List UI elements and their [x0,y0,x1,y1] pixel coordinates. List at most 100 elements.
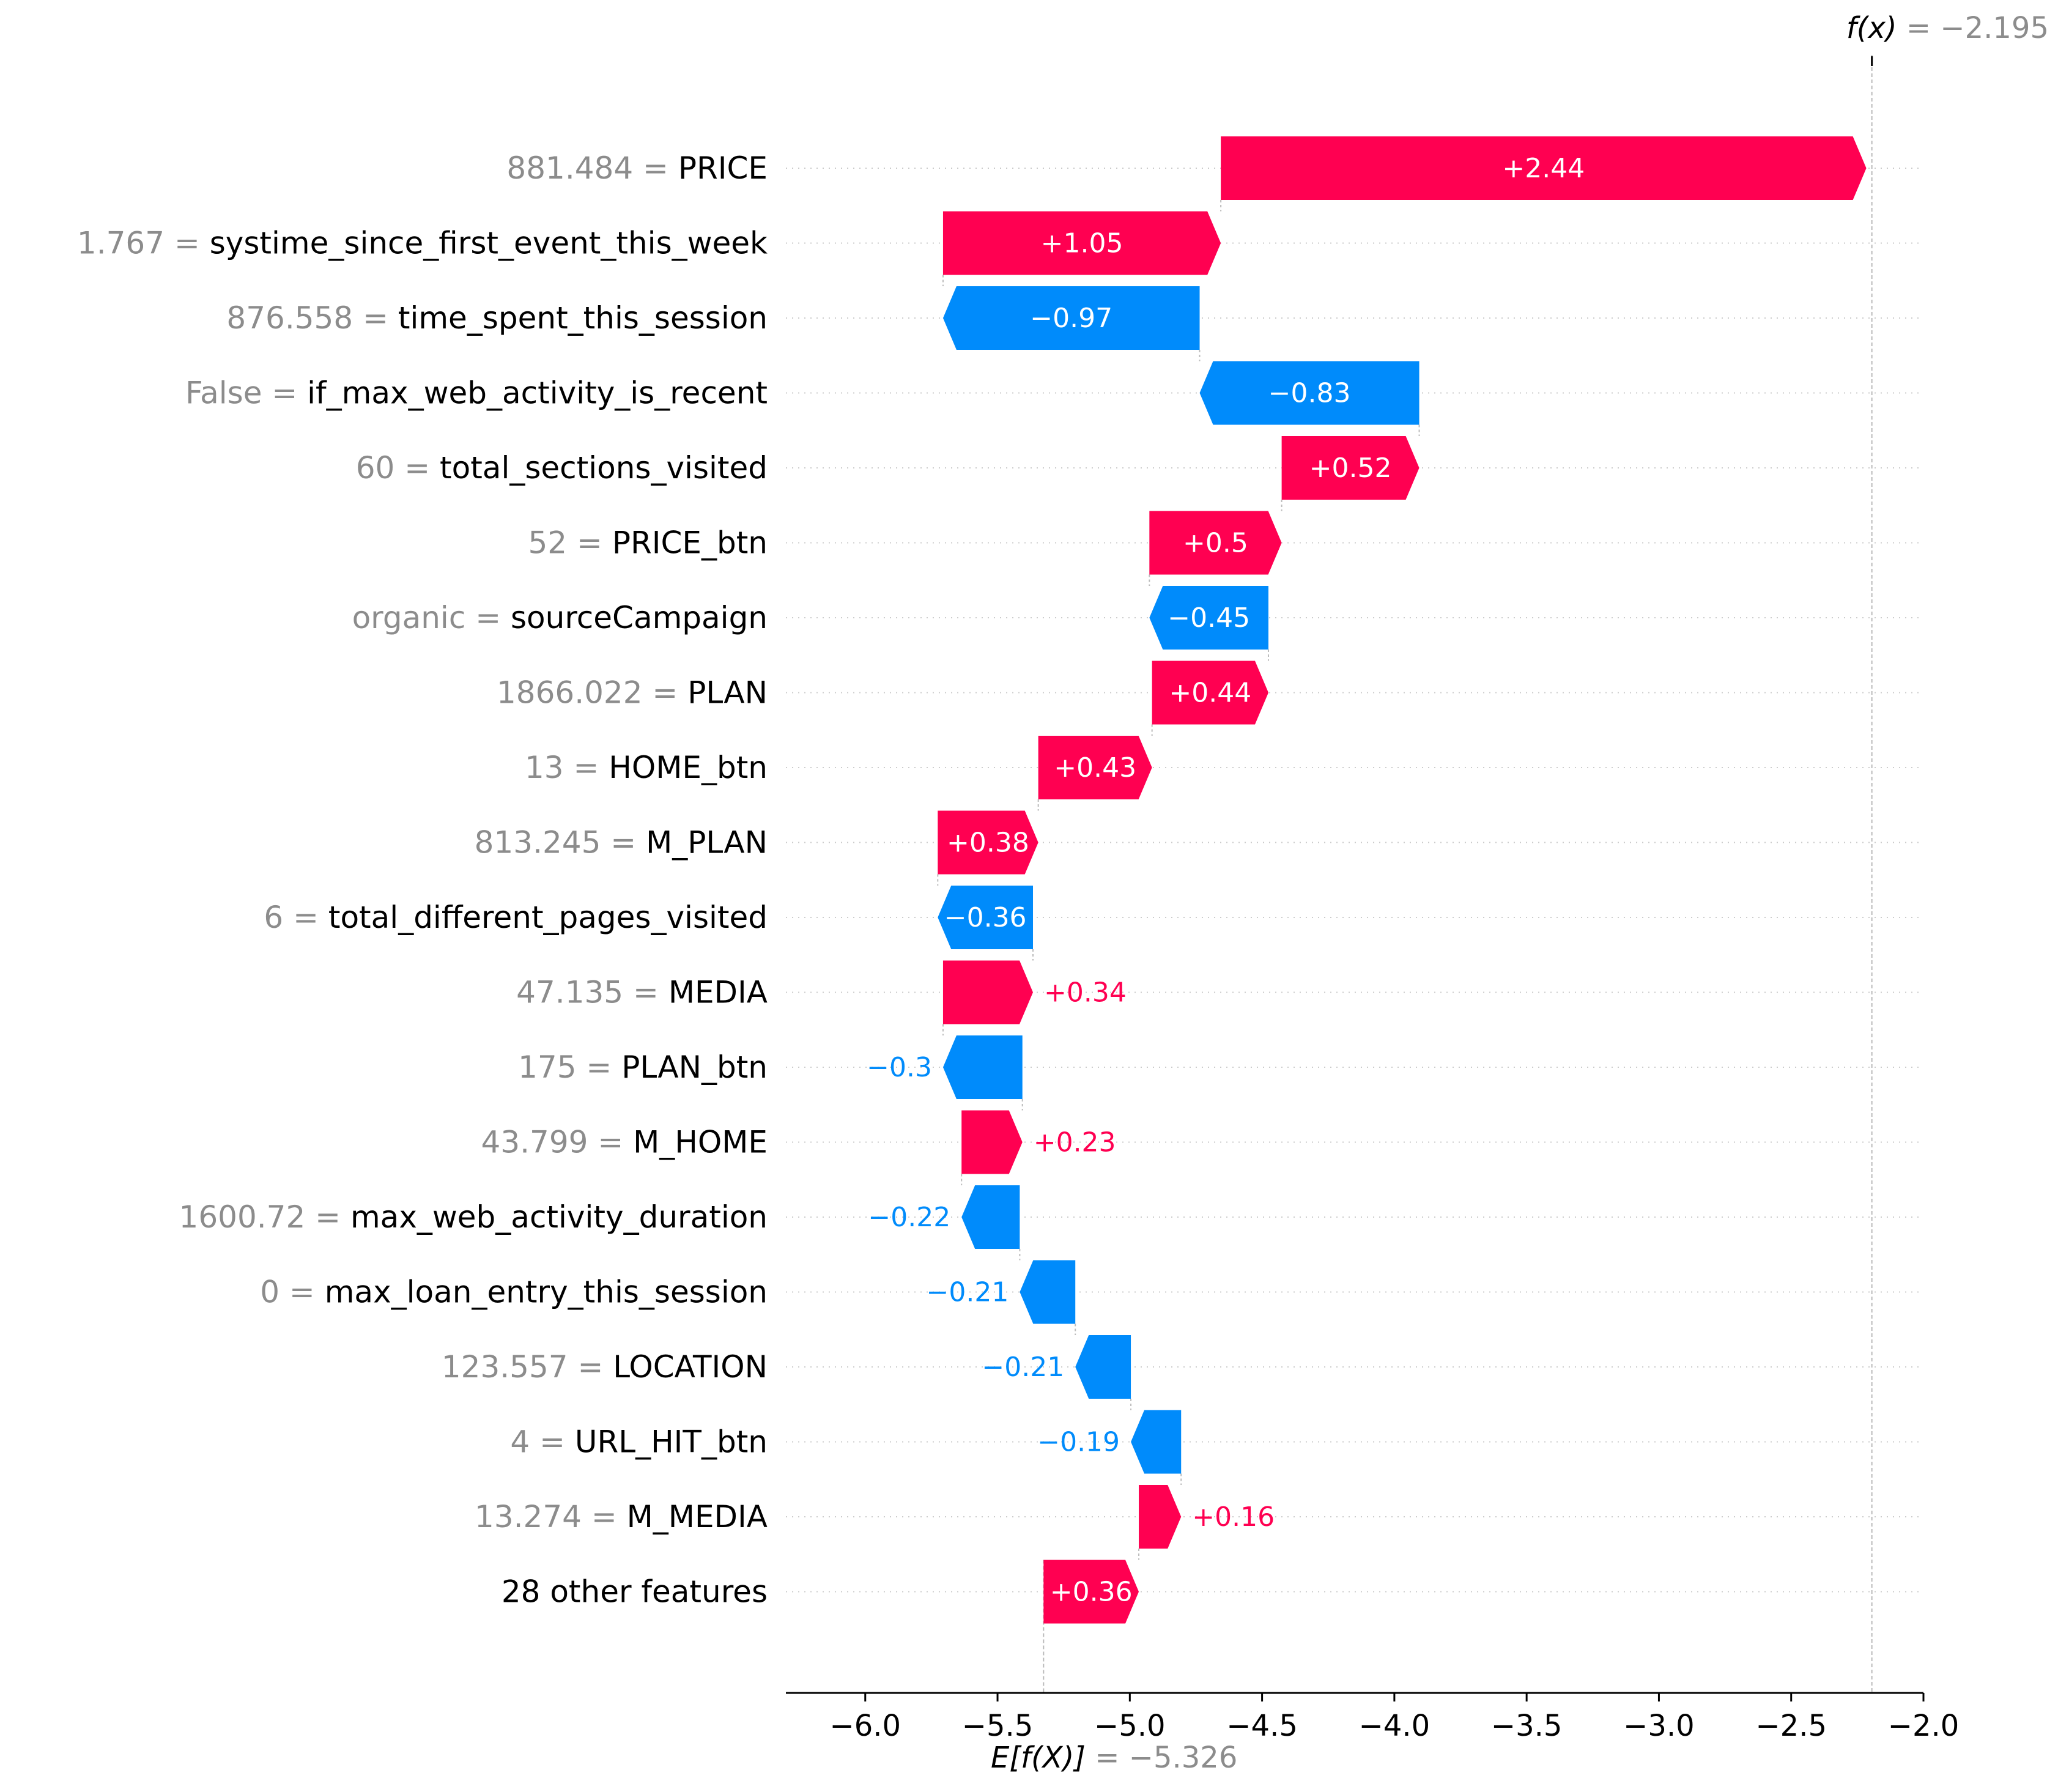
x-tick-label: −2.0 [1888,1709,1960,1743]
feature-label: 60 = total_sections_visited [356,450,768,486]
feature-value: 881.484 = [506,150,678,186]
feature-name: M_PLAN [646,825,768,861]
feature-label: 47.135 = MEDIA [516,975,768,1010]
bar-value-label: −0.97 [1030,303,1112,334]
feature-name: MEDIA [668,975,768,1010]
fx-value: −2.195 [1940,11,2049,45]
feature-label: 0 = max_loan_entry_this_session [260,1275,768,1310]
feature-name: M_MEDIA [627,1499,768,1535]
feature-name: max_web_activity_duration [350,1199,768,1235]
feature-value: 52 = [528,525,612,561]
bar-value-label: +0.43 [1054,752,1136,783]
feature-name: PLAN [687,675,768,711]
positive-bar [1139,1485,1182,1549]
bar-value-label: +0.23 [1034,1127,1116,1158]
negative-bar [1131,1410,1182,1474]
feature-label: 28 other features [502,1574,768,1610]
feature-label: 123.557 = LOCATION [442,1349,768,1385]
feature-name: PRICE [678,150,768,186]
positive-bar [1038,736,1152,799]
base-value-annotation: E[f(X)] = −5.326 [991,1741,1237,1775]
feature-label: 1866.022 = PLAN [497,675,768,711]
fx-annotation: f(x) = −2.195 [1846,11,2049,45]
bar-value-label: −0.21 [927,1277,1009,1308]
positive-bar [1221,136,1867,200]
feature-value: 47.135 = [516,975,668,1010]
guide-lines [937,55,1873,1693]
x-tick-label: −6.0 [829,1709,901,1743]
base-label: E[f(X)] [991,1741,1086,1775]
feature-labels: +2.44 881.484 = PRICE +1.05 1.767 = systime… [77,150,1585,1610]
positive-bar [1043,1560,1139,1624]
feature-name: M_HOME [633,1125,768,1160]
bar-value-label: +1.05 [1041,228,1123,259]
positive-bar [961,1110,1023,1174]
positive-bar [1152,661,1268,725]
feature-value: 175 = [518,1050,621,1085]
feature-label: 881.484 = PRICE [506,150,768,186]
positive-bar [942,960,1034,1024]
negative-bar [1199,361,1420,425]
bar-value-label: −0.83 [1268,378,1351,409]
feature-label: 4 = URL_HIT_btn [510,1424,768,1460]
feature-value: 1.767 = [77,226,210,261]
feature-name: total_sections_visited [440,450,768,486]
x-axis: −6.0 −5.5 −5.0 −4.5 −4.0 −3.5 −3.0 −2.5 −2.0 [786,1692,1960,1743]
bar-value-label: −0.21 [982,1352,1064,1383]
feature-label: 13 = HOME_btn [525,750,768,785]
base-value: −5.326 [1129,1741,1238,1775]
x-tick-label: −3.5 [1491,1709,1563,1743]
feature-name: total_different_pages_visited [328,900,768,935]
x-tick-label: −4.0 [1359,1709,1431,1743]
positive-bar [942,211,1221,275]
feature-name: sourceCampaign [511,600,768,635]
feature-label: 1600.72 = max_web_activity_duration [179,1199,768,1235]
feature-name: 28 other features [502,1574,768,1610]
feature-value: 13.274 = [475,1499,627,1535]
x-tick-label: −4.5 [1226,1709,1298,1743]
feature-value: 876.558 = [226,300,398,336]
feature-name: PLAN_btn [621,1050,768,1085]
feature-value: 43.799 = [481,1125,634,1160]
feature-value: organic = [352,600,511,635]
bar-value-label: +0.16 [1192,1501,1275,1533]
feature-value: 13 = [525,750,609,785]
bar-value-label: +0.34 [1044,977,1127,1009]
x-tick-label: −2.5 [1755,1709,1827,1743]
feature-label: 876.558 = time_spent_this_session [226,300,768,336]
feature-label: False = if_max_web_activity_is_recent [185,376,768,411]
negative-bar [961,1185,1020,1249]
negative-bar [1020,1260,1076,1324]
feature-value: 4 = [510,1424,575,1460]
feature-name: PRICE_btn [612,525,768,561]
x-tick-label: −5.5 [962,1709,1034,1743]
bars [938,136,1867,1624]
feature-label: 43.799 = M_HOME [481,1125,768,1160]
bar-value-label: +0.36 [1050,1577,1133,1608]
feature-label: 13.274 = M_MEDIA [475,1499,768,1535]
feature-name: max_loan_entry_this_session [325,1275,768,1310]
feature-value: 6 = [264,900,328,935]
feature-value: 813.245 = [475,825,646,861]
feature-value: 123.557 = [442,1349,613,1385]
feature-name: if_max_web_activity_is_recent [307,376,768,411]
positive-bar [1149,511,1282,575]
feature-value: 1600.72 = [179,1199,350,1235]
feature-label: 52 = PRICE_btn [528,525,768,561]
feature-name: HOME_btn [609,750,768,785]
feature-label: organic = sourceCampaign [352,600,768,635]
bar-value-label: +2.44 [1502,153,1585,184]
bar-value-label: −0.19 [1037,1427,1120,1458]
feature-name: time_spent_this_session [398,300,768,336]
positive-bar [938,810,1038,875]
feature-name: URL_HIT_btn [575,1424,768,1460]
bar-value-label: −0.22 [868,1202,950,1233]
x-tick-label: −3.0 [1623,1709,1695,1743]
bar-value-label: +0.52 [1309,453,1392,484]
feature-value: 1866.022 = [497,675,687,711]
positive-bar [1281,436,1420,500]
negative-bar [1149,586,1268,650]
fx-label: f(x) [1846,11,1897,45]
bar-value-label: +0.38 [947,828,1029,859]
